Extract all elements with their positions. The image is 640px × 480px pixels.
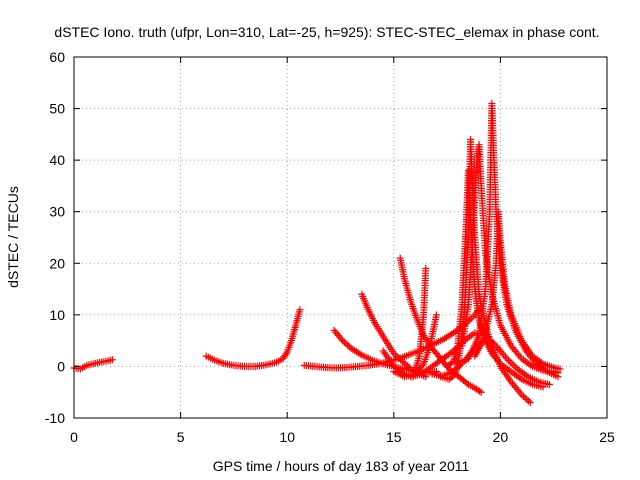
data-point xyxy=(475,306,483,314)
data-point xyxy=(282,350,290,358)
data-point xyxy=(402,360,410,368)
data-point xyxy=(467,314,475,322)
axes: 0 5 10 15 20 25 -10 0 10 20 30 40 50 60 xyxy=(45,49,615,445)
y-tick-label: 20 xyxy=(49,255,65,271)
data-point xyxy=(339,337,347,345)
data-point xyxy=(422,373,430,381)
data-points xyxy=(70,99,564,407)
chart-title: dSTEC Iono. truth (ufpr, Lon=310, Lat=-2… xyxy=(54,24,599,40)
data-point xyxy=(418,362,426,370)
data-point xyxy=(523,395,531,403)
data-point xyxy=(477,388,485,396)
y-tick-label: 0 xyxy=(57,358,65,374)
y-axis-label: dSTEC / TECUs xyxy=(5,186,21,288)
data-point xyxy=(545,380,553,388)
data-point xyxy=(398,357,406,365)
x-tick-label: 15 xyxy=(386,429,402,445)
data-point xyxy=(525,397,533,405)
data-point xyxy=(393,353,401,361)
data-point xyxy=(481,334,489,342)
data-point xyxy=(432,311,440,319)
x-tick-label: 20 xyxy=(493,429,509,445)
y-tick-label: 40 xyxy=(49,152,65,168)
data-point xyxy=(521,394,529,402)
data-point xyxy=(505,356,513,364)
y-tick-label: 50 xyxy=(49,101,65,117)
data-point xyxy=(519,392,527,400)
x-tick-label: 10 xyxy=(279,429,295,445)
x-tick-label: 25 xyxy=(599,429,615,445)
data-point xyxy=(554,373,562,381)
data-point xyxy=(405,363,413,371)
data-point xyxy=(495,358,503,366)
grid-lines xyxy=(74,57,607,418)
data-point xyxy=(526,399,534,407)
data-point xyxy=(556,365,564,373)
data-point xyxy=(395,354,403,362)
data-point xyxy=(390,350,398,358)
data-point xyxy=(296,306,304,314)
data-point xyxy=(510,362,518,370)
data-point xyxy=(337,335,345,343)
data-point xyxy=(397,356,405,364)
data-point xyxy=(108,356,116,364)
data-point xyxy=(476,387,484,395)
plot-frame xyxy=(73,56,608,419)
data-point xyxy=(518,391,526,399)
data-point xyxy=(340,338,348,346)
y-tick-label: 30 xyxy=(49,204,65,220)
x-tick-label: 5 xyxy=(177,429,185,445)
y-tick-label: -10 xyxy=(45,410,65,426)
data-point xyxy=(463,379,471,387)
data-point xyxy=(342,340,350,348)
x-axis-label: GPS time / hours of day 183 of year 2011 xyxy=(213,458,470,474)
x-tick-label: 0 xyxy=(70,429,78,445)
data-point xyxy=(469,313,477,321)
data-point xyxy=(392,351,400,359)
data-point xyxy=(344,341,352,349)
data-point xyxy=(403,362,411,370)
data-point xyxy=(506,358,514,366)
data-point xyxy=(400,359,408,367)
data-point xyxy=(422,264,430,272)
y-tick-label: 10 xyxy=(49,307,65,323)
y-tick-label: 60 xyxy=(49,49,65,65)
